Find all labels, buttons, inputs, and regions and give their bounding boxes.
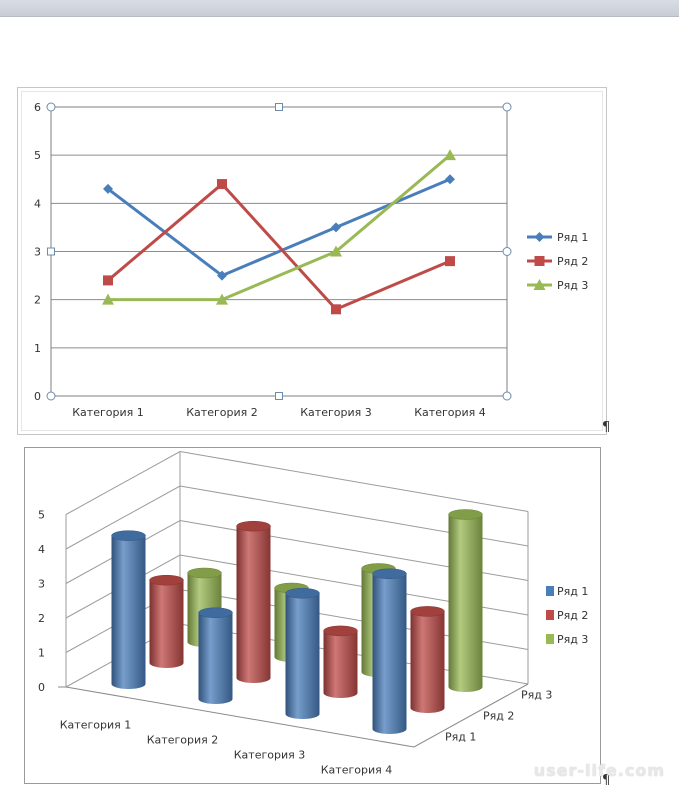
cylinder-bar [372, 573, 407, 734]
data-point [217, 179, 227, 190]
paragraph-mark-2: ¶ [602, 773, 611, 788]
y-tick-label: 2 [34, 294, 41, 307]
legend-label: Ряд 1 [557, 231, 588, 244]
y-tick-label: 1 [38, 647, 45, 660]
chart-frame-inner [21, 91, 603, 431]
y-tick-label: 0 [34, 390, 41, 403]
legend-marker [534, 232, 545, 242]
cylinder-top [149, 574, 184, 586]
cylinder-bar [285, 593, 320, 719]
cylinder-bar [448, 514, 483, 692]
x-tick-label: Категория 1 [60, 719, 131, 732]
y-tick-label: 5 [34, 149, 41, 162]
resize-handle [275, 392, 283, 400]
resize-handle [275, 103, 283, 111]
data-point [331, 222, 341, 233]
y-tick-label: 0 [38, 681, 45, 694]
cylinder-bar [111, 535, 146, 689]
series-line [108, 154, 451, 302]
legend-label: Ряд 3 [557, 633, 588, 646]
depth-tick-label: Ряд 1 [445, 731, 476, 744]
y-tick-label: 4 [34, 197, 41, 210]
y-tick-label: 3 [34, 246, 41, 259]
data-point [103, 275, 113, 286]
legend-swatch [546, 586, 554, 596]
y-tick-label: 1 [34, 342, 41, 355]
series-line [107, 177, 451, 278]
cylinder-top [285, 588, 320, 599]
cylinder-bar [410, 611, 445, 713]
paragraph-mark: ¶ [602, 420, 611, 435]
resize-handle [502, 102, 512, 112]
y-tick-label: 5 [38, 509, 45, 522]
cylinder-bar [198, 612, 233, 704]
data-point [331, 304, 341, 315]
cylinder-3d-chart[interactable]: 0 1 2 3 4 5 Категория 1 Категория 2 Категория 3 К… [0, 445, 679, 791]
legend-label: Ряд 2 [557, 609, 588, 622]
cylinder-top [372, 568, 407, 579]
line-chart[interactable]: 0 1 2 3 4 5 6 Категория 1 Категория 2 Категория 3… [0, 0, 679, 440]
legend-label: Ряд 3 [557, 279, 588, 292]
watermark: user-life.com [533, 761, 665, 780]
data-point [103, 183, 113, 194]
x-tick-label: Категория 3 [300, 406, 371, 419]
data-point [216, 293, 228, 305]
legend-label: Ряд 2 [557, 255, 588, 268]
resize-handle [502, 247, 512, 256]
data-point [445, 174, 455, 185]
x-tick-label: Категория 4 [321, 764, 392, 777]
data-point [445, 256, 455, 267]
legend-swatch [546, 634, 554, 644]
x-tick-label: Категория 3 [234, 749, 305, 762]
cylinder-top [448, 509, 483, 520]
data-point [330, 245, 342, 257]
cylinder-bar [149, 580, 184, 668]
document-toolbar-strip [0, 0, 679, 17]
floor-edge [65, 683, 529, 748]
data-point [102, 293, 114, 305]
cylinder-top [410, 606, 445, 617]
resize-handle [46, 391, 56, 401]
x-tick-label: Категория 4 [414, 406, 485, 419]
x-tick-label: Категория 2 [186, 406, 257, 419]
resize-handle [46, 102, 56, 112]
y-tick-label: 4 [38, 543, 45, 556]
legend-marker [533, 279, 546, 290]
cylinder-bar [323, 630, 358, 698]
legend-marker [534, 256, 545, 266]
legend-label: Ряд 1 [557, 585, 588, 598]
cylinder-bar [236, 526, 271, 683]
cylinder-top [323, 625, 358, 637]
legend-swatch [546, 610, 554, 620]
cylinder-top [236, 520, 271, 532]
resize-handle [47, 247, 55, 256]
y-tick-label: 3 [38, 578, 45, 591]
series-line [107, 182, 451, 311]
cylinder-top [198, 607, 233, 618]
x-tick-label: Категория 2 [147, 734, 218, 747]
depth-tick-label: Ряд 2 [483, 710, 514, 723]
x-tick-label: Категория 1 [72, 406, 143, 419]
y-tick-label: 6 [34, 101, 41, 114]
y-tick-label: 2 [38, 612, 45, 625]
resize-handle [502, 391, 512, 401]
cylinder-top [111, 530, 146, 541]
cylinder-top [187, 567, 222, 579]
depth-tick-label: Ряд 3 [521, 689, 552, 702]
data-point [444, 149, 456, 161]
selected-chart-frame[interactable] [17, 87, 607, 435]
data-point [217, 270, 227, 281]
